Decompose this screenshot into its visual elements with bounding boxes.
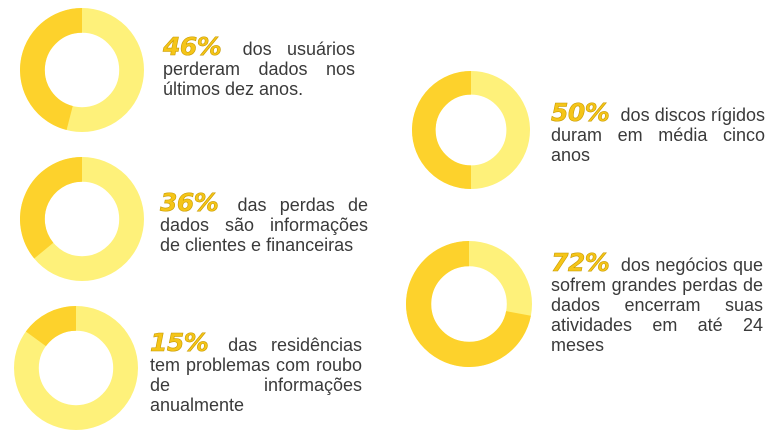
stat-description: das residências tem problemas com roubo …: [150, 335, 362, 415]
stat-description: dos negócios que sofrem grandes perdas d…: [551, 255, 763, 355]
stat-text: 46% dos usuários perderam dados nos últi…: [163, 34, 355, 99]
stat-percent: 15%: [150, 328, 209, 357]
stat-percent: 36%: [160, 188, 219, 217]
donut-slice-highlighted: [20, 157, 83, 259]
stat-text: 50% dos discos rígidos duram em média ci…: [551, 100, 765, 165]
donut-svg: [14, 306, 138, 430]
stat-description: dos usuários perderam dados nos últimos …: [163, 39, 355, 99]
stat-text: 15% das residências tem problemas com ro…: [150, 330, 362, 415]
donut-slice-highlighted: [20, 8, 83, 131]
donut-svg: [412, 71, 530, 189]
donut-chart-72: [406, 241, 532, 367]
donut-slice-highlighted: [412, 71, 472, 189]
donut-slice-highlighted: [406, 241, 531, 367]
donut-chart-15: [14, 306, 138, 430]
donut-svg: [20, 157, 144, 281]
stat-description: das perdas de dados são informações de c…: [160, 195, 368, 255]
stat-description: dos discos rígidos duram em média cinco …: [551, 105, 765, 165]
stat-percent: 46%: [163, 32, 222, 61]
donut-slice-highlighted: [25, 306, 77, 347]
donut-chart-36: [20, 157, 144, 281]
stat-percent: 72%: [551, 248, 610, 277]
stat-text: 72% dos negócios que sofrem grandes perd…: [551, 250, 763, 355]
donut-svg: [20, 8, 144, 132]
donut-chart-50: [412, 71, 530, 189]
donut-chart-46: [20, 8, 144, 132]
donut-svg: [406, 241, 532, 367]
stat-text: 36% das perdas de dados são informações …: [160, 190, 368, 255]
stat-percent: 50%: [551, 98, 610, 127]
